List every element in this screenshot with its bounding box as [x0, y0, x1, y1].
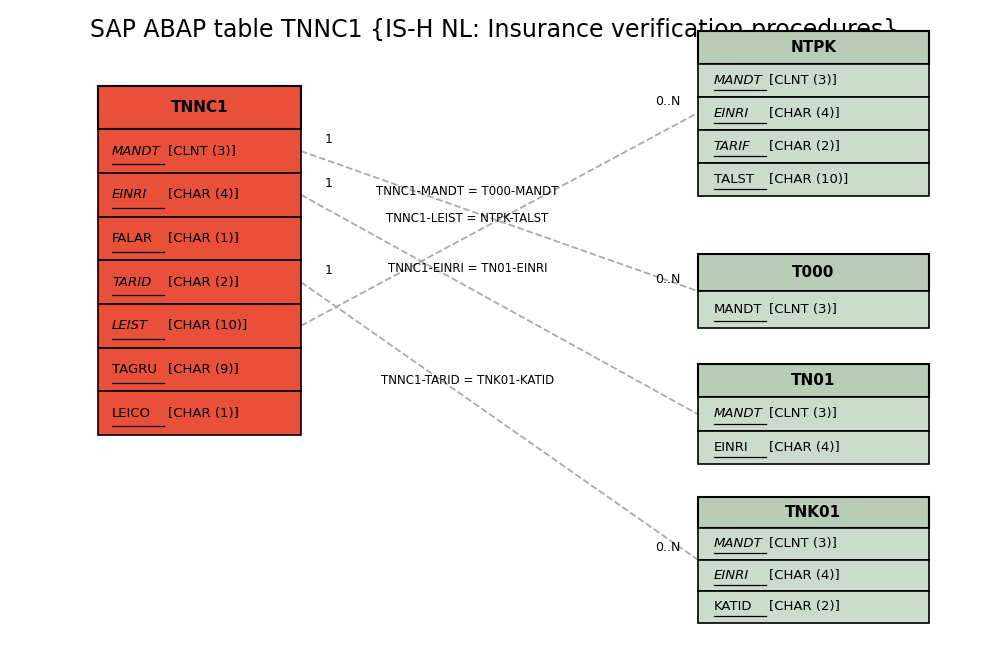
Text: 1: 1: [324, 177, 332, 190]
Text: [CHAR (10)]: [CHAR (10)]: [769, 172, 849, 185]
Bar: [697, 528, 929, 560]
Bar: [697, 162, 929, 196]
Text: [CHAR (2)]: [CHAR (2)]: [769, 140, 841, 153]
Text: TNNC1-LEIST = NTPK-TALST: TNNC1-LEIST = NTPK-TALST: [387, 212, 549, 225]
Text: [CHAR (4)]: [CHAR (4)]: [769, 107, 841, 120]
Text: [CLNT (3)]: [CLNT (3)]: [769, 408, 838, 421]
Bar: [98, 216, 301, 260]
Text: TNNC1-MANDT = T000-MANDT: TNNC1-MANDT = T000-MANDT: [376, 185, 559, 198]
Bar: [98, 173, 301, 216]
Text: MANDT: MANDT: [714, 408, 763, 421]
Bar: [697, 129, 929, 162]
Text: TALST: TALST: [714, 172, 754, 185]
Text: [CHAR (4)]: [CHAR (4)]: [769, 441, 841, 454]
Text: [CHAR (4)]: [CHAR (4)]: [769, 569, 841, 582]
Text: NTPK: NTPK: [790, 40, 837, 55]
Bar: [98, 304, 301, 348]
Text: [CHAR (9)]: [CHAR (9)]: [168, 363, 238, 376]
Text: FALAR: FALAR: [112, 232, 153, 245]
Bar: [697, 254, 929, 291]
Text: 1: 1: [324, 264, 332, 277]
Bar: [98, 348, 301, 391]
Bar: [697, 497, 929, 528]
Text: [CLNT (3)]: [CLNT (3)]: [769, 538, 838, 551]
Text: [CHAR (10)]: [CHAR (10)]: [168, 319, 247, 332]
Text: MANDT: MANDT: [714, 303, 763, 316]
Text: 0..N: 0..N: [655, 95, 680, 108]
Bar: [697, 397, 929, 431]
Bar: [697, 97, 929, 129]
Bar: [98, 129, 301, 173]
Text: [CLNT (3)]: [CLNT (3)]: [769, 73, 838, 86]
Text: MANDT: MANDT: [714, 73, 763, 86]
Text: TARIF: TARIF: [714, 140, 751, 153]
Text: [CHAR (4)]: [CHAR (4)]: [168, 188, 238, 202]
Text: 0..N: 0..N: [655, 541, 680, 554]
Bar: [697, 560, 929, 591]
Bar: [98, 260, 301, 304]
Text: TNNC1-EINRI = TN01-EINRI: TNNC1-EINRI = TN01-EINRI: [388, 262, 547, 275]
Text: LEIST: LEIST: [112, 319, 148, 332]
Text: TNNC1-TARID = TNK01-KATID: TNNC1-TARID = TNK01-KATID: [381, 374, 554, 387]
Bar: [98, 86, 301, 129]
Text: TAGRU: TAGRU: [112, 363, 157, 376]
Text: [CLNT (3)]: [CLNT (3)]: [168, 144, 235, 157]
Bar: [697, 64, 929, 97]
Bar: [98, 391, 301, 435]
Text: MANDT: MANDT: [714, 538, 763, 551]
Bar: [697, 364, 929, 397]
Bar: [697, 431, 929, 464]
Text: [CLNT (3)]: [CLNT (3)]: [769, 303, 838, 316]
Text: TNNC1: TNNC1: [170, 100, 228, 115]
Text: EINRI: EINRI: [112, 188, 147, 202]
Bar: [697, 291, 929, 328]
Text: EINRI: EINRI: [714, 569, 749, 582]
Text: [CHAR (1)]: [CHAR (1)]: [168, 407, 238, 420]
Text: [CHAR (1)]: [CHAR (1)]: [168, 232, 238, 245]
Text: TNK01: TNK01: [785, 505, 842, 520]
Text: EINRI: EINRI: [714, 441, 749, 454]
Text: [CHAR (2)]: [CHAR (2)]: [769, 601, 841, 614]
Text: KATID: KATID: [714, 601, 753, 614]
Text: EINRI: EINRI: [714, 107, 749, 120]
Text: 0..N: 0..N: [655, 273, 680, 286]
Text: T000: T000: [792, 265, 835, 280]
Bar: [697, 591, 929, 623]
Text: 1: 1: [324, 133, 332, 146]
Text: SAP ABAP table TNNC1 {IS-H NL: Insurance verification procedures}: SAP ABAP table TNNC1 {IS-H NL: Insurance…: [90, 18, 899, 42]
Text: LEICO: LEICO: [112, 407, 151, 420]
Text: TN01: TN01: [791, 373, 836, 388]
Text: [CHAR (2)]: [CHAR (2)]: [168, 276, 238, 289]
Text: TARID: TARID: [112, 276, 151, 289]
Text: MANDT: MANDT: [112, 144, 161, 157]
Bar: [697, 31, 929, 64]
